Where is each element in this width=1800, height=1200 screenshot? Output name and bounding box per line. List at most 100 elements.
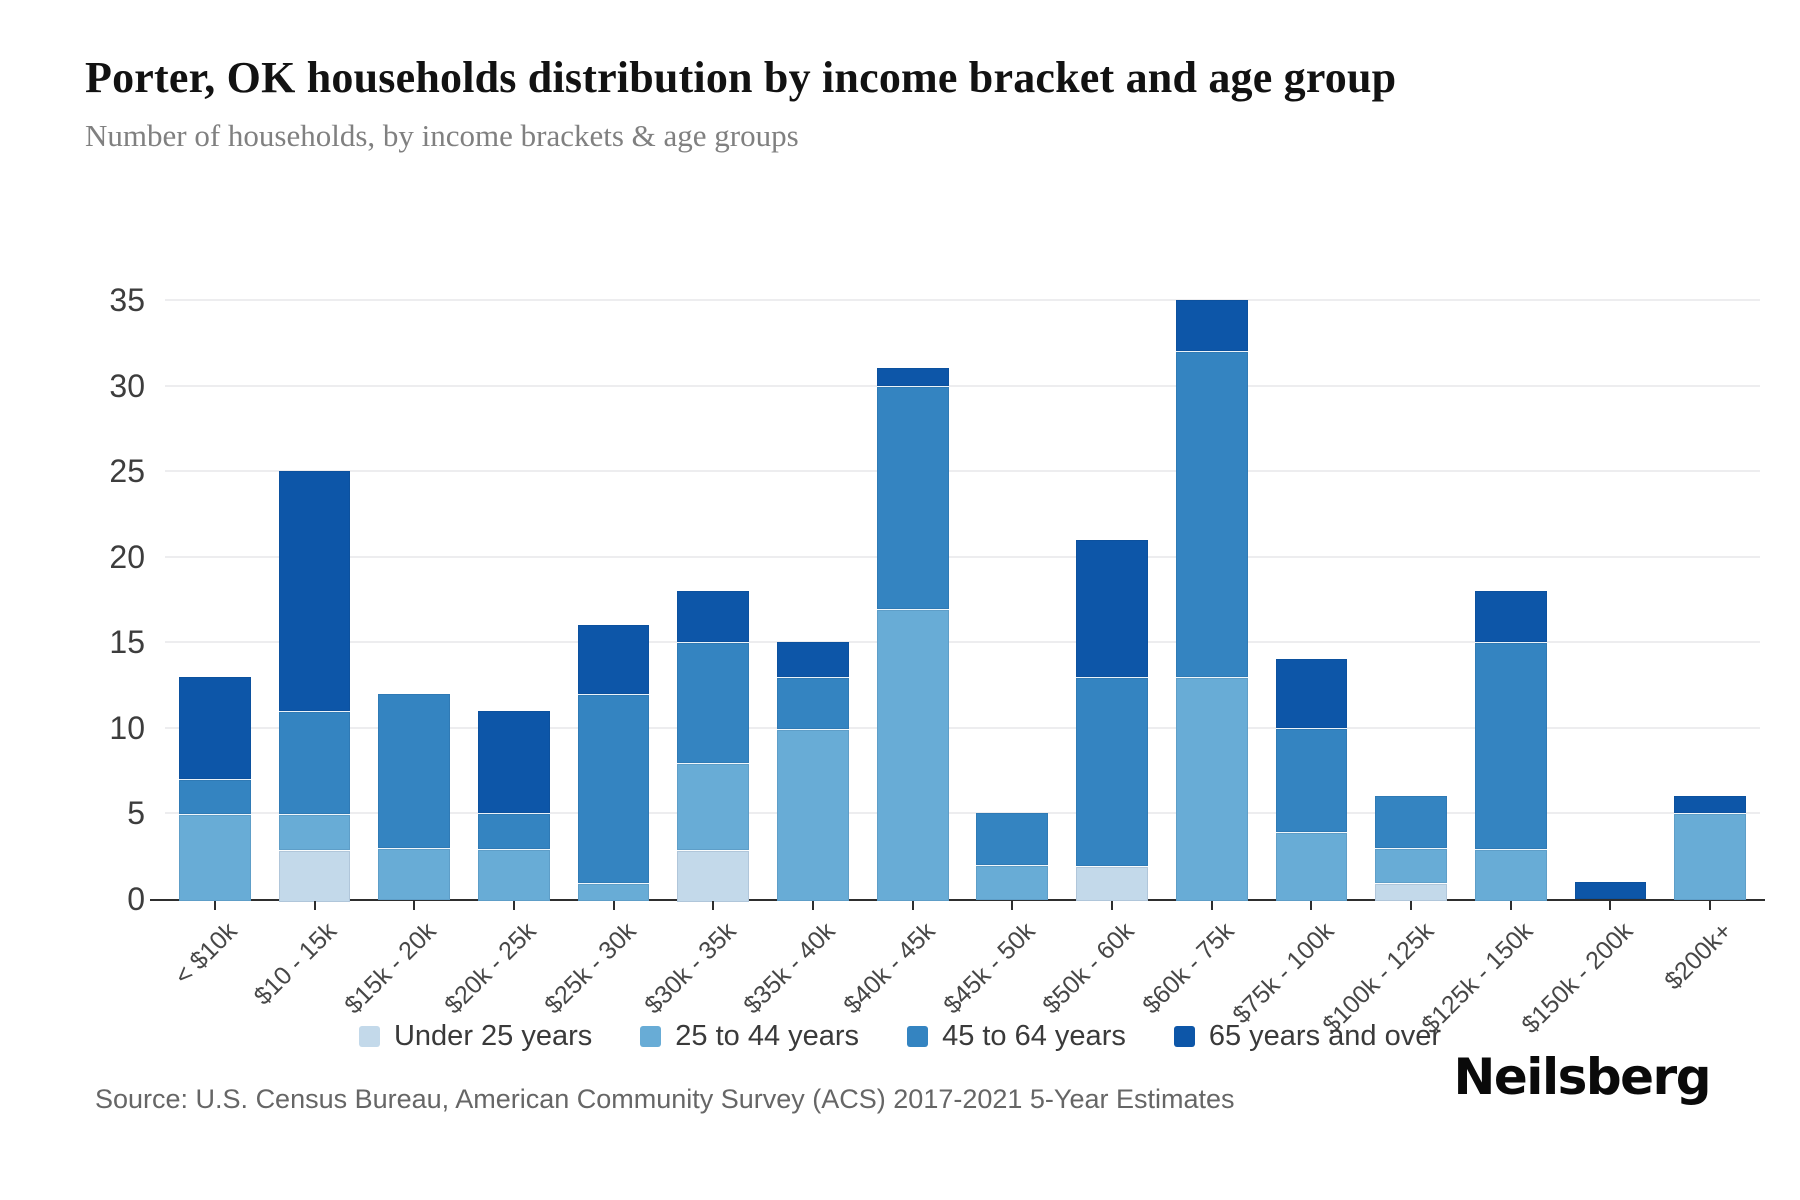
gridline	[165, 641, 1760, 644]
legend-swatch-icon	[358, 1025, 380, 1047]
x-tick-mark	[313, 901, 316, 910]
bar-segment[interactable]	[1674, 813, 1747, 900]
y-tick-label: 5	[127, 795, 145, 832]
legend-swatch-icon	[640, 1025, 662, 1047]
bar-segment[interactable]	[777, 728, 849, 901]
bar-segment[interactable]	[278, 471, 351, 711]
bar-segment[interactable]	[876, 368, 949, 386]
bar-segment[interactable]	[677, 763, 750, 850]
bar-segment[interactable]	[976, 813, 1049, 865]
x-tick-mark	[811, 901, 814, 910]
x-tick-label: $50k - 60k	[1037, 917, 1140, 1020]
bar-segment[interactable]	[1275, 659, 1348, 728]
bar-segment[interactable]	[278, 849, 351, 902]
y-tick-label: 0	[127, 881, 145, 917]
legend-item-65-years-and-over[interactable]: 65 years and over	[1173, 1020, 1441, 1053]
bar-segment[interactable]	[178, 676, 251, 780]
bar-segment[interactable]	[1474, 590, 1547, 643]
bar-segment[interactable]	[677, 590, 750, 643]
bar-segment[interactable]	[478, 848, 550, 901]
x-tick-mark	[1609, 901, 1612, 910]
x-tick-label: $10 - 15k	[248, 917, 343, 1011]
x-tick-mark	[1310, 901, 1313, 910]
bar-segment[interactable]	[876, 385, 949, 610]
bar-segment[interactable]	[1474, 642, 1547, 849]
y-tick-label: 10	[109, 709, 145, 746]
bar-7--35k-40k	[777, 642, 849, 901]
legend-item-25-to-44-years[interactable]: 25 to 44 years	[640, 1020, 859, 1053]
bar-3--15k-20k	[378, 693, 451, 900]
x-tick-label: $40k - 45k	[838, 917, 941, 1020]
bar-segment[interactable]	[677, 642, 750, 764]
bar-segment[interactable]	[178, 779, 251, 815]
bar-segment[interactable]	[378, 693, 451, 848]
bar-segment[interactable]	[1474, 848, 1547, 901]
x-tick-label: $35k - 40k	[738, 917, 841, 1020]
page-subtitle: Number of households, by income brackets…	[85, 118, 799, 153]
bar-segment[interactable]	[1375, 847, 1447, 883]
bar-segment[interactable]	[1076, 865, 1148, 901]
gridline	[165, 555, 1760, 558]
bar-segment[interactable]	[1375, 882, 1447, 901]
bar-segment[interactable]	[577, 693, 650, 883]
source-note: Source: U.S. Census Bureau, American Com…	[95, 1084, 1235, 1114]
bar-segment[interactable]	[1076, 539, 1148, 677]
x-tick-mark	[1709, 901, 1712, 910]
bar-12--75k-100k	[1275, 659, 1348, 901]
x-tick-label: $30k - 35k	[638, 917, 742, 1020]
bar-segment[interactable]	[1175, 300, 1248, 352]
legend-item-under-25-years[interactable]: Under 25 years	[358, 1019, 593, 1053]
bar-segment[interactable]	[1574, 881, 1647, 899]
bar-segment[interactable]	[577, 625, 650, 694]
x-tick-mark	[612, 901, 615, 910]
bar-14--125k-150k	[1474, 590, 1547, 901]
bar-segment[interactable]	[478, 710, 550, 814]
x-tick-mark	[1011, 901, 1014, 910]
x-tick-mark	[1509, 901, 1512, 910]
x-tick-mark	[712, 901, 715, 910]
bar-segment[interactable]	[1674, 796, 1747, 814]
bar-5--25k-30k	[577, 625, 650, 901]
bar-segment[interactable]	[1375, 796, 1447, 848]
bar-segment[interactable]	[1275, 831, 1348, 901]
legend-label: Under 25 years	[393, 1019, 593, 1052]
brand-logo: Neilsberg	[1453, 1048, 1712, 1106]
y-tick-label: 15	[109, 624, 145, 661]
x-tick-label: $60k - 75k	[1137, 917, 1240, 1020]
bar-segment[interactable]	[278, 814, 351, 850]
bar-segment[interactable]	[378, 847, 451, 900]
x-tick-mark	[1111, 901, 1114, 910]
y-tick-label: 25	[109, 453, 145, 490]
x-tick-mark	[512, 901, 515, 910]
bar-segment[interactable]	[478, 813, 550, 849]
legend-swatch-icon	[1173, 1025, 1195, 1047]
bar-segment[interactable]	[1275, 727, 1348, 832]
bar-segment[interactable]	[876, 609, 949, 901]
bar-segment[interactable]	[777, 676, 849, 729]
bar-segment[interactable]	[777, 642, 849, 677]
bar-segment[interactable]	[1175, 351, 1248, 678]
gridline	[165, 726, 1760, 729]
bar-segment[interactable]	[577, 882, 650, 901]
x-tick-label: $200k+	[1659, 917, 1738, 996]
bar-segment[interactable]	[178, 814, 251, 901]
bar-segment[interactable]	[1076, 676, 1148, 866]
x-tick-label: $15k - 20k	[339, 917, 443, 1020]
bar-13--100k-125k	[1375, 796, 1447, 901]
bar-2--10-15k	[278, 471, 351, 902]
page-title: Porter, OK households distribution by in…	[85, 53, 1397, 102]
bar-segment[interactable]	[1175, 677, 1248, 901]
legend-item-45-to-64-years[interactable]: 45 to 64 years	[907, 1020, 1126, 1053]
bar-segment[interactable]	[976, 864, 1049, 900]
bar-segment[interactable]	[677, 849, 750, 902]
bar-10--50k-60k	[1076, 539, 1148, 901]
bar-segment[interactable]	[278, 710, 351, 815]
bar-8--40k-45k	[876, 368, 949, 901]
x-tick-mark	[911, 901, 914, 910]
x-tick-mark	[413, 901, 416, 910]
gridline	[165, 470, 1760, 473]
bar-6--30k-35k	[677, 590, 750, 902]
y-tick-label: 35	[109, 282, 145, 318]
